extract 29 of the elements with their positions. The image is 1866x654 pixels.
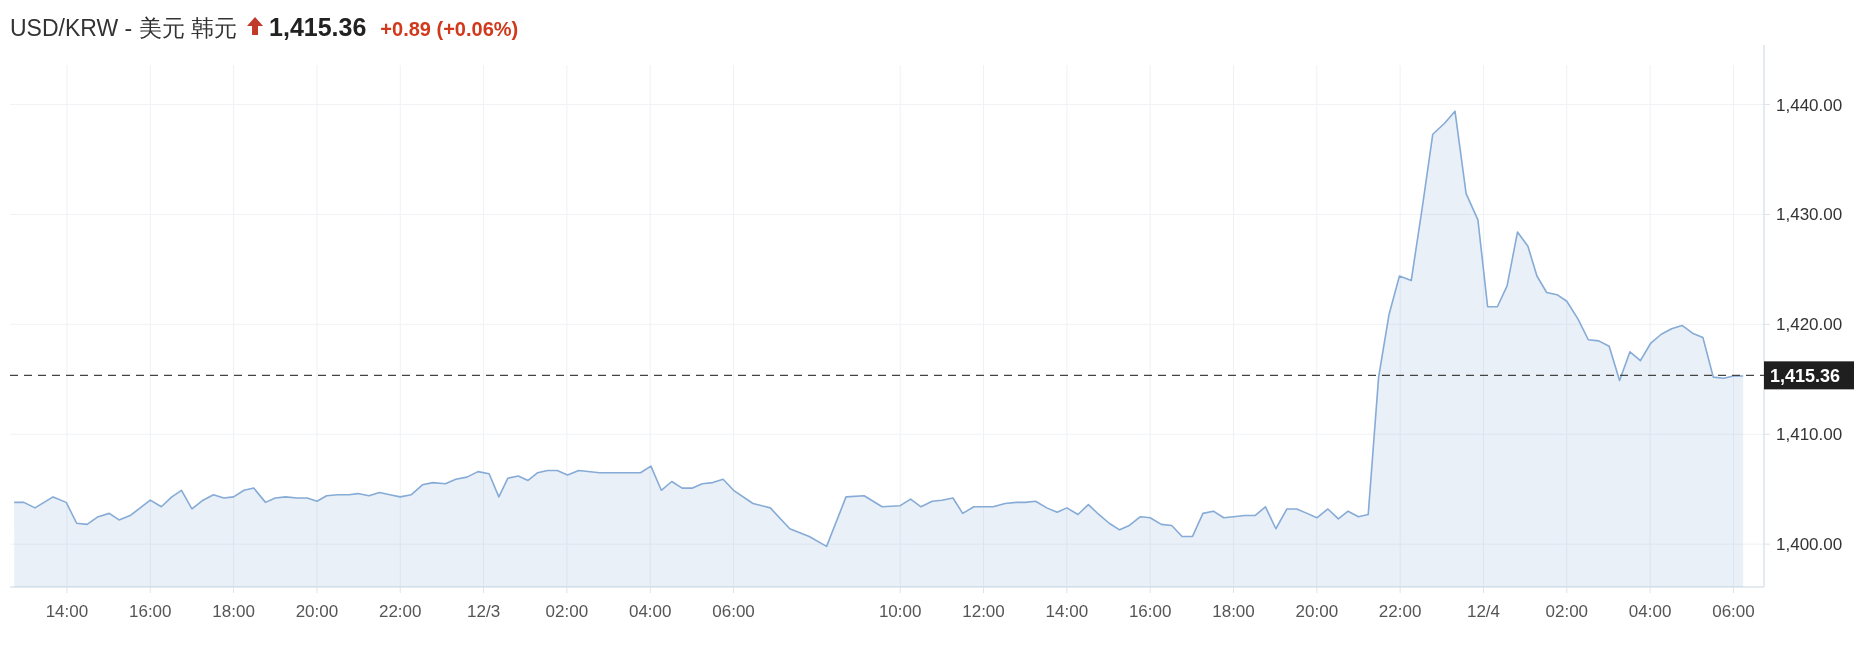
ref-line-label: 1,415.36	[1770, 366, 1841, 387]
x-tick-label: 16:00	[1128, 602, 1172, 621]
x-tick-label: 06:00	[712, 602, 755, 621]
y-tick-label: 1,440.00	[1776, 95, 1843, 115]
x-tick-label: 12:00	[962, 602, 1005, 621]
text: 1,415.36	[269, 13, 367, 41]
x-tick-label: 12/3	[467, 602, 501, 621]
x-tick-label: 02:00	[545, 602, 589, 621]
x-tick-label: 22:00	[1378, 602, 1422, 621]
x-tick-label: 04:00	[1628, 602, 1672, 621]
y-tick-label: 1,400.00	[1776, 535, 1843, 555]
y-tick-label: 1,430.00	[1776, 205, 1843, 225]
y-tick-label: 1,410.00	[1776, 425, 1843, 445]
x-tick-label: 06:00	[1712, 602, 1755, 621]
x-tick-label: 16:00	[128, 602, 172, 621]
x-tick-label: 18:00	[1212, 602, 1255, 621]
x-tick-label: 04:00	[628, 602, 672, 621]
x-tick-label: 14:00	[1045, 602, 1089, 621]
x-tick-label: 20:00	[295, 602, 339, 621]
x-tick-label: 22:00	[378, 602, 422, 621]
x-tick-label: 02:00	[1545, 602, 1589, 621]
text: +0.89 (+0.06%)	[380, 18, 519, 40]
x-tick-label: 12/4	[1466, 602, 1501, 621]
x-tick-label: 10:00	[878, 602, 922, 621]
x-tick-label: 18:00	[212, 602, 255, 621]
x-tick-label: 20:00	[1295, 602, 1339, 621]
chart-title: USD/KRW - 美元 韩元	[10, 15, 238, 41]
x-tick-label: 14:00	[45, 602, 89, 621]
y-tick-label: 1,420.00	[1776, 315, 1843, 335]
